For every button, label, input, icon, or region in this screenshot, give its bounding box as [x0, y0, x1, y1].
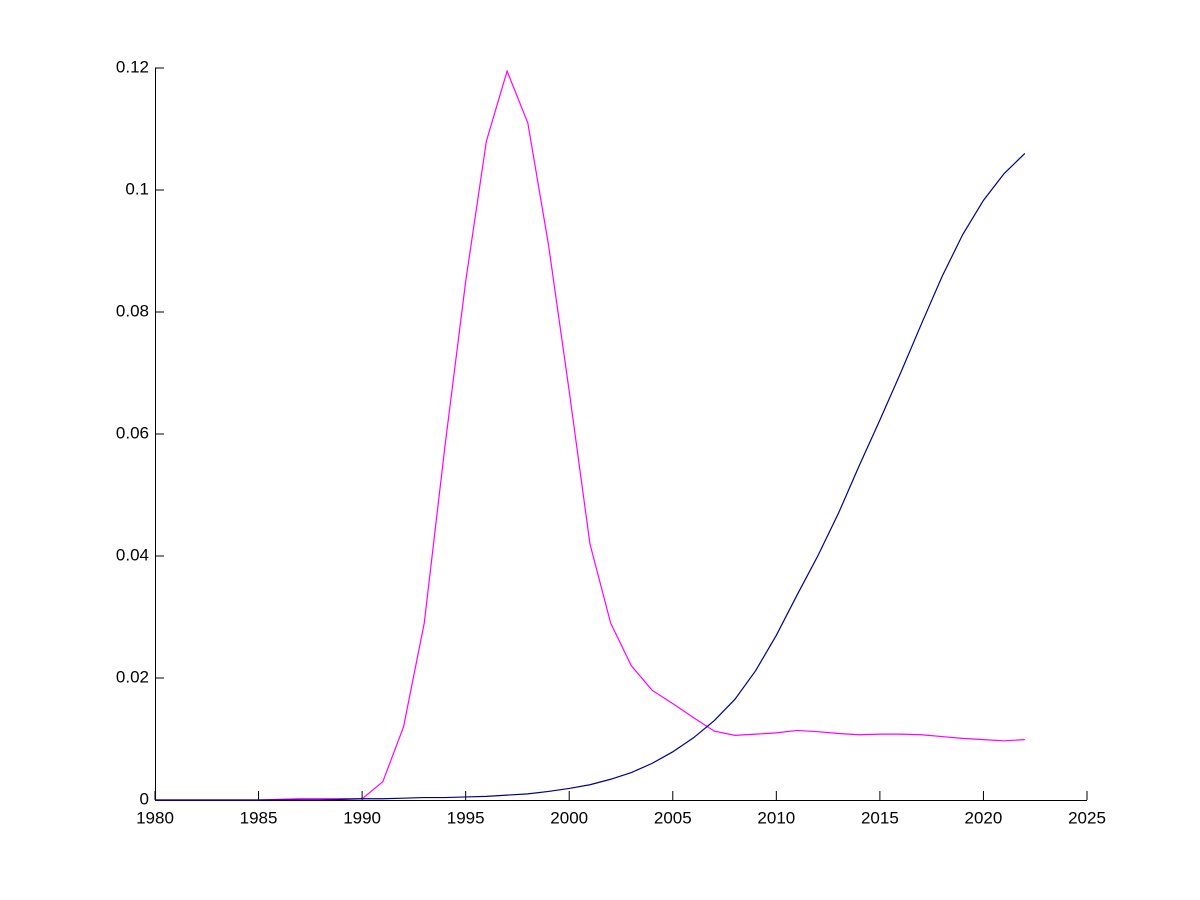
x-tick-label: 2025: [1068, 808, 1106, 827]
data-line: [155, 152, 1026, 801]
y-tick-label: 0.02: [116, 667, 149, 686]
y-tick-label: 0: [140, 789, 149, 808]
x-tick-label: 2015: [861, 808, 899, 827]
data-line: [155, 69, 1025, 801]
y-tick-label: 0.1: [125, 179, 149, 198]
x-tick-label: 2000: [550, 808, 588, 827]
x-tick-label: 2010: [757, 808, 795, 827]
x-tick-label: 1985: [240, 808, 278, 827]
y-tick-label: 0.06: [116, 423, 149, 442]
x-tick-label: 1980: [136, 808, 174, 827]
x-tick-label: 1990: [343, 808, 381, 827]
y-tick-label: 0.08: [116, 301, 149, 320]
y-tick-label: 0.12: [116, 57, 149, 76]
x-tick-label: 1995: [447, 808, 485, 827]
y-tick-label: 0.04: [116, 545, 149, 564]
x-tick-label: 2020: [965, 808, 1003, 827]
x-tick-label: 2005: [654, 808, 692, 827]
